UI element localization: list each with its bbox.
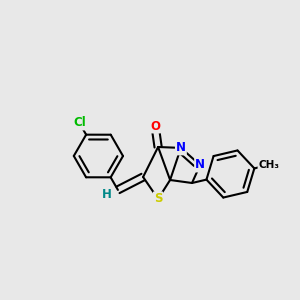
Text: O: O <box>150 119 160 133</box>
Text: S: S <box>154 192 162 206</box>
Text: N: N <box>176 141 186 154</box>
Text: Cl: Cl <box>73 116 86 130</box>
Text: H: H <box>102 188 111 202</box>
Text: CH₃: CH₃ <box>259 160 280 170</box>
Text: N: N <box>195 158 205 172</box>
